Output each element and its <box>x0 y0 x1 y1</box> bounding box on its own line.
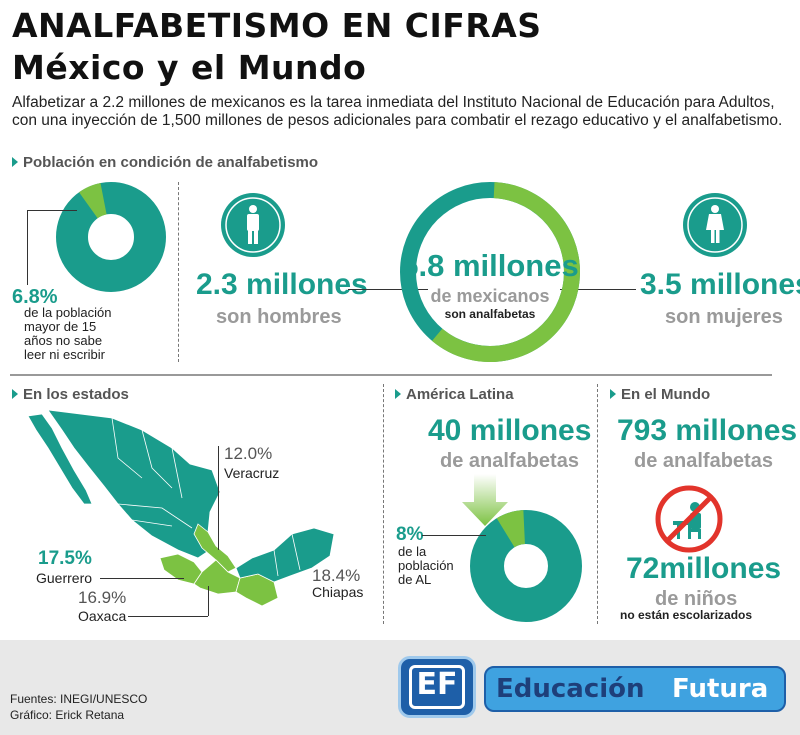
footer-grafico: Gráfico: Erick Retana <box>10 708 125 722</box>
poblacion-percent: 6.8% <box>12 286 58 308</box>
al-desc-2: población <box>398 558 454 573</box>
al-percent: 8% <box>396 524 424 545</box>
logo-ef-text: EF <box>416 667 458 702</box>
donut-chart-america-latina <box>470 510 582 622</box>
poblacion-desc-2: mayor de 15 <box>24 319 97 334</box>
leader-line-mujeres <box>560 289 636 290</box>
woman-icon <box>683 193 747 257</box>
total-note: son analfabetas <box>444 307 536 321</box>
mexico-map <box>27 409 335 607</box>
logo-word-futura: Futura <box>672 674 769 704</box>
section-heading-estados: En los estados <box>12 386 129 403</box>
leader-line-oaxaca-v <box>208 586 209 616</box>
leader-line-oaxaca <box>128 616 208 617</box>
no-school-icon <box>655 485 723 553</box>
al-donut-base-ring <box>470 510 582 622</box>
al-desc-3: de AL <box>398 572 432 587</box>
leader-line-guerrero <box>100 578 184 579</box>
donut-chart-poblacion <box>56 182 166 292</box>
leader-line-poblacion-v <box>27 210 28 285</box>
divider-vertical-1 <box>178 182 179 362</box>
chiapas-name: Chiapas <box>312 584 364 600</box>
divider-vertical-2 <box>383 384 384 624</box>
leader-line-poblacion <box>27 210 77 211</box>
poblacion-desc-4: leer ni escribir <box>24 347 105 362</box>
page-title: ANALFABETISMO EN CIFRAS <box>12 6 542 45</box>
chiapas-percent: 18.4% <box>312 566 361 585</box>
logo-wordmark: Educación Futura <box>484 666 786 712</box>
al-donut-highlight-segment <box>496 510 527 548</box>
man-icon <box>221 193 285 257</box>
page-subtitle: México y el Mundo <box>12 48 367 87</box>
al-desc-1: de la <box>398 544 427 559</box>
total-number: 5.8 millones <box>401 248 579 283</box>
poblacion-donut-highlight-segment <box>79 183 108 219</box>
logo-word-educacion: Educación <box>496 674 645 704</box>
down-arrow-icon <box>462 474 508 526</box>
footer-fuentes: Fuentes: INEGI/UNESCO <box>10 692 148 706</box>
al-number: 40 millones <box>428 414 592 447</box>
donut-chart-total <box>400 182 580 362</box>
veracruz-percent: 12.0% <box>224 444 273 463</box>
mundo-number: 793 millones <box>617 414 798 447</box>
ninos-sub: de niños <box>655 588 738 610</box>
leader-line-veracruz <box>218 446 219 550</box>
mujeres-number: 3.5 millones <box>640 268 800 301</box>
total-sub: de mexicanos <box>430 286 550 306</box>
section-heading-america-latina: América Latina <box>395 386 514 403</box>
section-heading-poblacion: Población en condición de analfabetismo <box>12 154 318 171</box>
ninos-number: 72millones <box>626 552 782 585</box>
poblacion-donut-base-ring <box>56 182 166 292</box>
oaxaca-name: Oaxaca <box>78 608 127 624</box>
guerrero-percent: 17.5% <box>38 548 92 569</box>
poblacion-desc-3: años no sabe <box>24 333 103 348</box>
oaxaca-percent: 16.9% <box>78 588 127 607</box>
section-heading-mundo: En el Mundo <box>610 386 710 403</box>
section-divider <box>10 374 772 376</box>
guerrero-name: Guerrero <box>36 570 93 586</box>
hombres-number: 2.3 millones <box>196 268 368 301</box>
poblacion-desc-1: de la población <box>24 305 112 320</box>
hombres-label: son hombres <box>216 306 342 328</box>
leader-line-al <box>422 535 486 536</box>
al-sub: de analfabetas <box>440 450 579 472</box>
divider-vertical-3 <box>597 384 598 624</box>
lead-paragraph: Alfabetizar a 2.2 millones de mexicanos … <box>12 94 783 129</box>
logo-ef-badge: EF <box>398 656 476 718</box>
leader-line-hombres <box>348 289 428 290</box>
mujeres-label: son mujeres <box>665 306 783 328</box>
total-donut-highlight-segment <box>432 182 580 362</box>
veracruz-name: Veracruz <box>224 465 280 481</box>
mundo-sub: de analfabetas <box>634 450 773 472</box>
ninos-note: no están escolarizados <box>620 608 753 622</box>
